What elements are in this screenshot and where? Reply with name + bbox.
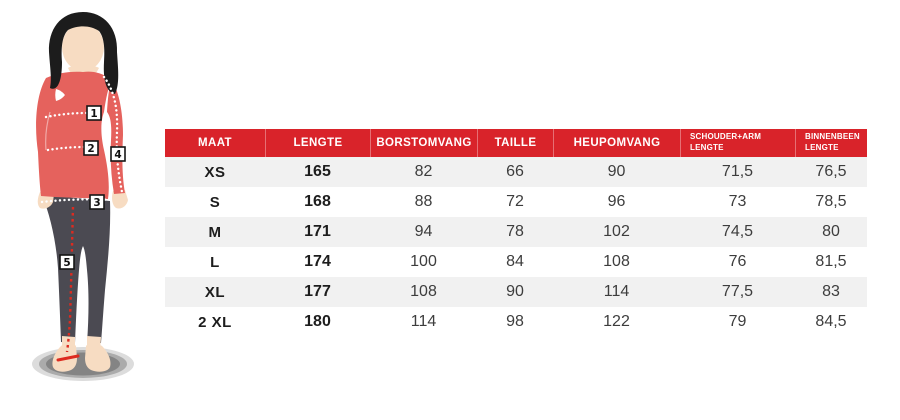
value-cell: 108 — [603, 253, 630, 270]
table-row-m: M 171 94 78 102 74,5 80 — [165, 217, 867, 247]
value-cell: 80 — [822, 223, 840, 240]
table-row-2xl: 2 XL 180 114 98 122 79 84,5 — [165, 307, 867, 337]
value-cell: 94 — [414, 223, 433, 240]
value-cell: 171 — [304, 223, 331, 240]
marker-3: 3 — [89, 194, 105, 210]
size-cell: M — [208, 223, 222, 241]
value-cell: 76,5 — [815, 163, 847, 180]
value-cell: 88 — [414, 193, 433, 210]
marker-5: 5 — [59, 254, 75, 270]
right-foot — [85, 344, 111, 372]
value-cell: 83 — [822, 283, 840, 300]
value-cell: 102 — [603, 223, 630, 240]
value-cell: 82 — [414, 163, 433, 180]
size-cell: L — [210, 253, 220, 271]
value-cell: 76 — [728, 253, 747, 270]
measure-line-arm — [102, 75, 124, 194]
value-cell: 74,5 — [721, 223, 754, 240]
brand-logo-icon — [55, 89, 65, 101]
column-header-lengte: LENGTE — [265, 129, 370, 157]
value-cell: 98 — [506, 313, 524, 330]
measure-line-bust — [44, 111, 89, 119]
value-cell: 81,5 — [815, 253, 847, 270]
value-cell: 72 — [506, 193, 524, 210]
value-cell: 66 — [506, 163, 524, 180]
table-row-l: L 174 100 84 108 76 81,5 — [165, 247, 867, 277]
size-cell: 2 XL — [198, 313, 232, 331]
value-cell: 84 — [506, 253, 524, 270]
value-cell: 174 — [304, 253, 331, 270]
size-cell: XL — [204, 283, 226, 301]
right-hand — [112, 190, 128, 209]
measure-line-ankle-tick — [56, 354, 80, 362]
marker-2: 2 — [83, 140, 99, 156]
woman-figure: 1 2 3 4 5 — [0, 0, 165, 420]
size-table-header: MAAT LENGTE BORSTOMVANG TAILLE HEUPOMVAN… — [165, 129, 867, 157]
shirt-torso — [36, 71, 112, 199]
value-cell: 78 — [506, 223, 524, 240]
size-table: MAAT LENGTE BORSTOMVANG TAILLE HEUPOMVAN… — [165, 129, 867, 337]
column-header-schouder-arm-lengte: SCHOUDER+ARM LENGTE — [680, 129, 795, 157]
column-header-maat: MAAT — [198, 137, 232, 149]
column-header-taille: TAILLE — [477, 129, 553, 157]
value-cell: 100 — [410, 253, 437, 270]
value-cell: 79 — [728, 313, 747, 330]
left-arm-seam — [45, 111, 51, 151]
marker-4-label: 4 — [114, 149, 121, 161]
table-row-xl: XL 177 108 90 114 77,5 83 — [165, 277, 867, 307]
measure-line-inner-leg — [65, 206, 75, 353]
woman-illustration: 1 2 3 4 5 — [32, 12, 134, 381]
column-header-borstomvang: BORSTOMVANG — [370, 129, 477, 157]
marker-2-label: 2 — [87, 143, 94, 155]
floor-shadow — [32, 347, 134, 381]
value-cell: 73 — [728, 193, 747, 210]
marker-1-label: 1 — [90, 108, 97, 120]
marker-5-label: 5 — [63, 257, 70, 269]
value-cell: 96 — [607, 193, 626, 210]
value-cell: 122 — [603, 313, 630, 330]
value-cell: 78,5 — [815, 193, 847, 210]
value-cell: 84,5 — [815, 313, 847, 330]
leggings — [42, 195, 111, 343]
value-cell: 165 — [304, 163, 331, 180]
size-cell: XS — [204, 163, 226, 181]
value-cell: 180 — [304, 313, 331, 330]
size-cell: S — [209, 193, 221, 211]
value-cell: 77,5 — [721, 283, 754, 300]
value-cell: 168 — [304, 193, 331, 210]
column-header-binnenbeen-lengte: BINNENBEEN LENGTE — [795, 129, 867, 157]
marker-1: 1 — [86, 105, 102, 121]
column-header-heupomvang: HEUPOMVANG — [553, 129, 680, 157]
face — [62, 23, 104, 71]
value-cell: 177 — [304, 283, 331, 300]
value-cell: 90 — [607, 163, 626, 180]
measure-line-waist — [46, 145, 86, 152]
marker-3-label: 3 — [93, 197, 100, 209]
value-cell: 90 — [506, 283, 524, 300]
hair — [48, 12, 119, 94]
measure-line-hip — [40, 198, 115, 204]
table-row-s: S 168 88 72 96 73 78,5 — [165, 187, 867, 217]
value-cell: 71,5 — [721, 163, 754, 180]
value-cell: 108 — [410, 283, 437, 300]
value-cell: 114 — [603, 283, 630, 300]
table-row-xs: XS 165 82 66 90 71,5 76,5 — [165, 157, 867, 187]
marker-4: 4 — [110, 146, 126, 162]
value-cell: 114 — [410, 313, 437, 330]
